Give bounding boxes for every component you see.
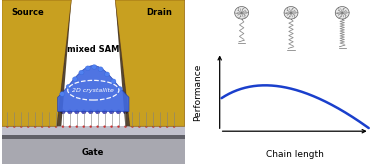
Circle shape: [95, 110, 100, 114]
Circle shape: [12, 110, 17, 114]
Polygon shape: [284, 7, 298, 19]
Circle shape: [92, 65, 97, 69]
FancyBboxPatch shape: [2, 139, 185, 164]
Circle shape: [60, 92, 65, 96]
Circle shape: [26, 110, 31, 114]
Circle shape: [83, 125, 85, 128]
Polygon shape: [2, 0, 71, 126]
Circle shape: [166, 125, 169, 128]
Circle shape: [5, 110, 9, 114]
Polygon shape: [335, 7, 349, 19]
Polygon shape: [115, 0, 130, 126]
Circle shape: [104, 72, 110, 77]
Circle shape: [173, 125, 175, 128]
Polygon shape: [57, 0, 71, 126]
Circle shape: [159, 125, 161, 128]
Circle shape: [137, 110, 142, 114]
Circle shape: [103, 125, 106, 128]
Circle shape: [62, 125, 64, 128]
Circle shape: [124, 125, 127, 128]
Circle shape: [13, 125, 15, 128]
Circle shape: [85, 66, 90, 71]
Circle shape: [109, 110, 114, 114]
Circle shape: [152, 125, 155, 128]
Circle shape: [145, 125, 148, 128]
Circle shape: [98, 67, 103, 71]
Circle shape: [117, 87, 123, 91]
Circle shape: [131, 125, 134, 128]
Circle shape: [116, 110, 121, 114]
Circle shape: [33, 110, 37, 114]
Circle shape: [66, 84, 71, 89]
Circle shape: [123, 110, 128, 114]
Text: Gate: Gate: [82, 148, 104, 157]
Text: Performance: Performance: [193, 63, 202, 121]
Polygon shape: [235, 7, 248, 19]
Circle shape: [89, 110, 93, 114]
Circle shape: [151, 110, 155, 114]
Circle shape: [110, 125, 113, 128]
Circle shape: [144, 110, 149, 114]
Circle shape: [69, 125, 71, 128]
Polygon shape: [115, 0, 185, 126]
Circle shape: [75, 110, 79, 114]
Circle shape: [138, 125, 141, 128]
Circle shape: [158, 110, 162, 114]
Circle shape: [61, 110, 65, 114]
Circle shape: [20, 125, 23, 128]
Circle shape: [75, 125, 78, 128]
Circle shape: [47, 110, 51, 114]
Polygon shape: [58, 66, 129, 112]
Text: Drain: Drain: [146, 8, 172, 17]
Text: 2D crystallite: 2D crystallite: [72, 88, 114, 93]
FancyBboxPatch shape: [2, 135, 185, 139]
Text: Source: Source: [11, 8, 44, 17]
Circle shape: [79, 70, 84, 75]
Circle shape: [172, 110, 176, 114]
Circle shape: [34, 125, 37, 128]
Circle shape: [54, 110, 58, 114]
Text: mixed SAM: mixed SAM: [67, 45, 120, 54]
Circle shape: [103, 110, 107, 114]
Circle shape: [48, 125, 51, 128]
Circle shape: [165, 110, 169, 114]
Circle shape: [89, 125, 92, 128]
Text: Chain length: Chain length: [266, 150, 323, 159]
Circle shape: [81, 110, 86, 114]
Circle shape: [117, 125, 120, 128]
Circle shape: [41, 125, 43, 128]
Circle shape: [55, 125, 57, 128]
Circle shape: [6, 125, 9, 128]
Circle shape: [111, 79, 116, 83]
FancyBboxPatch shape: [2, 126, 185, 135]
Circle shape: [40, 110, 44, 114]
Circle shape: [19, 110, 23, 114]
Circle shape: [68, 110, 72, 114]
Circle shape: [130, 110, 135, 114]
Circle shape: [97, 125, 99, 128]
Circle shape: [27, 125, 29, 128]
Circle shape: [72, 77, 78, 81]
